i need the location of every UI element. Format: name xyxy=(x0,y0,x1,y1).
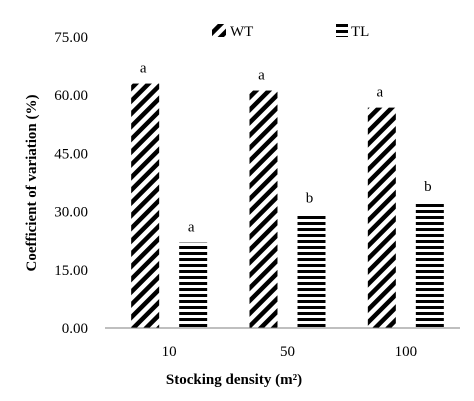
y-tick-label: 45.00 xyxy=(54,146,88,162)
bar-tl-50 xyxy=(297,213,326,328)
significance-label: b xyxy=(424,179,432,195)
legend-item-tl: TL xyxy=(336,24,369,40)
significance-label: b xyxy=(306,191,314,207)
legend-swatch-wt xyxy=(212,24,226,37)
legend: WT TL xyxy=(212,24,369,40)
y-tick-label: 0.00 xyxy=(62,321,88,337)
legend-label-tl: TL xyxy=(351,24,369,40)
bar-wt-10 xyxy=(131,83,160,328)
bar-tl-10 xyxy=(179,242,208,328)
significance-label: a xyxy=(188,220,195,236)
x-tick-label: 10 xyxy=(162,344,177,360)
y-tick-label: 60.00 xyxy=(54,88,88,104)
x-tick-label: 100 xyxy=(395,344,418,360)
legend-item-wt: WT xyxy=(212,24,253,40)
y-tick-label: 75.00 xyxy=(54,30,88,46)
x-axis-ticks: 10 50 100 xyxy=(162,344,417,360)
x-axis-title: Stocking density (m²) xyxy=(166,372,302,388)
y-tick-label: 15.00 xyxy=(54,263,88,279)
significance-label: a xyxy=(376,85,383,101)
bar-wt-100 xyxy=(367,107,396,328)
y-axis-title: Coefficient of variation (%) xyxy=(24,94,40,271)
bars: a a a b a b xyxy=(131,61,444,328)
legend-swatch-tl xyxy=(336,24,348,37)
bar-tl-100 xyxy=(415,201,444,328)
significance-label: a xyxy=(140,61,147,77)
significance-label: a xyxy=(258,68,265,84)
x-tick-label: 50 xyxy=(280,344,295,360)
y-axis-ticks: 0.00 15.00 30.00 45.00 60.00 75.00 xyxy=(54,30,88,337)
bar-wt-50 xyxy=(249,90,278,328)
legend-label-wt: WT xyxy=(230,24,253,40)
y-tick-label: 30.00 xyxy=(54,205,88,221)
